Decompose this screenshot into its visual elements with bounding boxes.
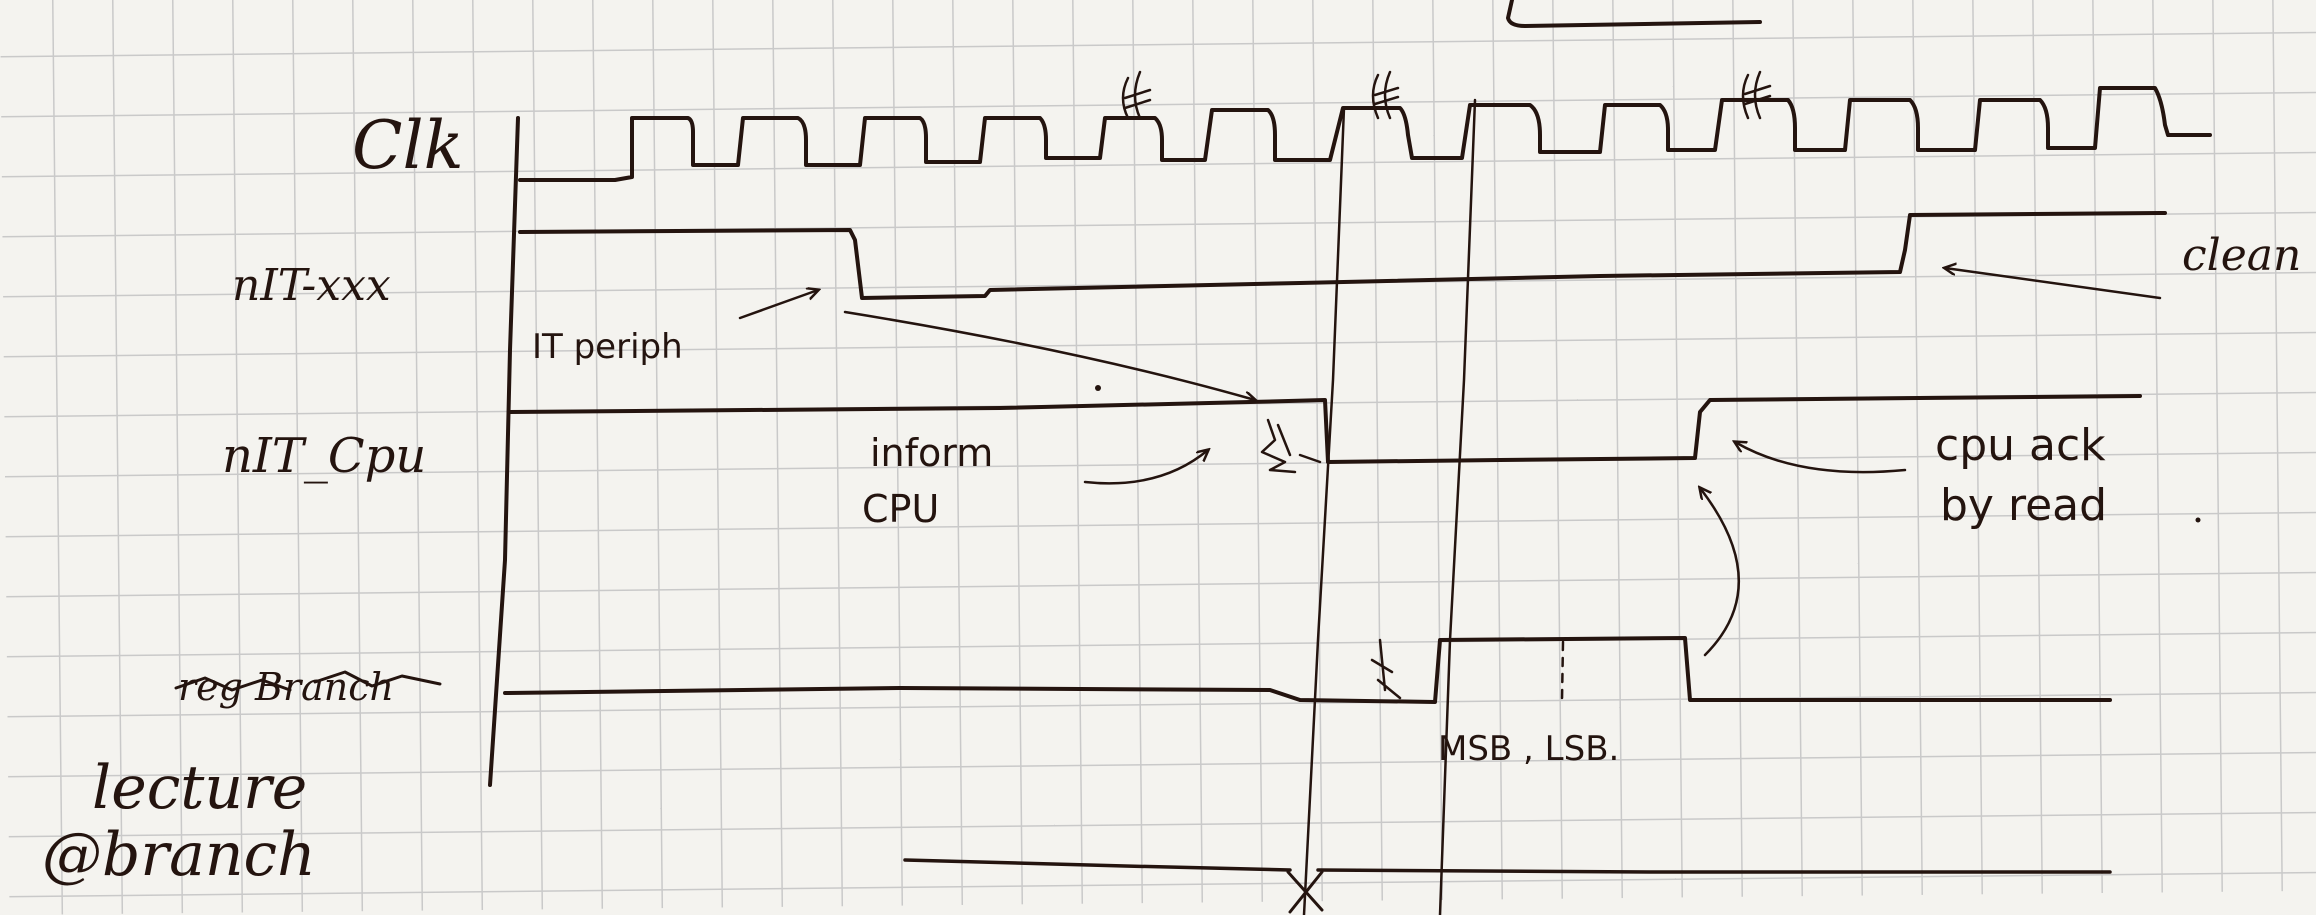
it-periph-arrow <box>738 290 818 320</box>
nit-xxx-waveform <box>518 211 2167 300</box>
read-ack-arrow <box>1700 488 1741 657</box>
clk-break-marks <box>1121 70 1772 120</box>
time-axis <box>488 116 520 787</box>
bus-cross-mark <box>1286 870 1324 914</box>
cpu-ack-arrow <box>1735 442 1907 474</box>
stray-top-stroke <box>1506 0 1762 28</box>
clean-note: clean <box>2182 230 2301 281</box>
clk-waveform <box>518 86 2212 182</box>
inform-note-line2: CPU <box>862 487 939 531</box>
guide-line-1 <box>1302 106 1346 915</box>
lecture-note-line1: lecture <box>92 753 307 823</box>
clean-arrow <box>1945 268 2162 300</box>
cpu-ack-note-line2: by read <box>1940 480 2107 531</box>
cpu-ack-note-line1: cpu ack <box>1935 420 2106 471</box>
reg-branch-scribble <box>1370 638 1402 700</box>
inform-cpu-arrow <box>1083 450 1208 485</box>
it-periph-note: IT periph <box>532 327 683 367</box>
inform-note-line1: inform <box>870 431 993 475</box>
clk-label: Clk <box>352 107 464 184</box>
nit-xxx-label: nIT-xxx <box>232 260 391 311</box>
ink-dot <box>2195 517 2201 523</box>
strikethrough <box>174 670 442 692</box>
guide-line-2 <box>1438 98 1477 915</box>
ink-dot <box>1095 385 1101 391</box>
nit-cpu-label: nIT_Cpu <box>222 428 426 484</box>
reg-branch-label-struck: reg Branch <box>174 665 442 709</box>
nit-cpu-waveform <box>508 394 2142 464</box>
msb-lsb-note: MSB , LSB. <box>1438 729 1619 769</box>
lecture-branch-bus <box>903 858 2112 874</box>
nit-cpu-scribble <box>1260 418 1322 474</box>
reg-branch-waveform <box>503 636 2112 704</box>
lecture-note-line2: @branch <box>42 820 316 890</box>
msb-lsb-divider <box>1560 640 1565 702</box>
it-to-cpu-arrow <box>843 310 1255 400</box>
